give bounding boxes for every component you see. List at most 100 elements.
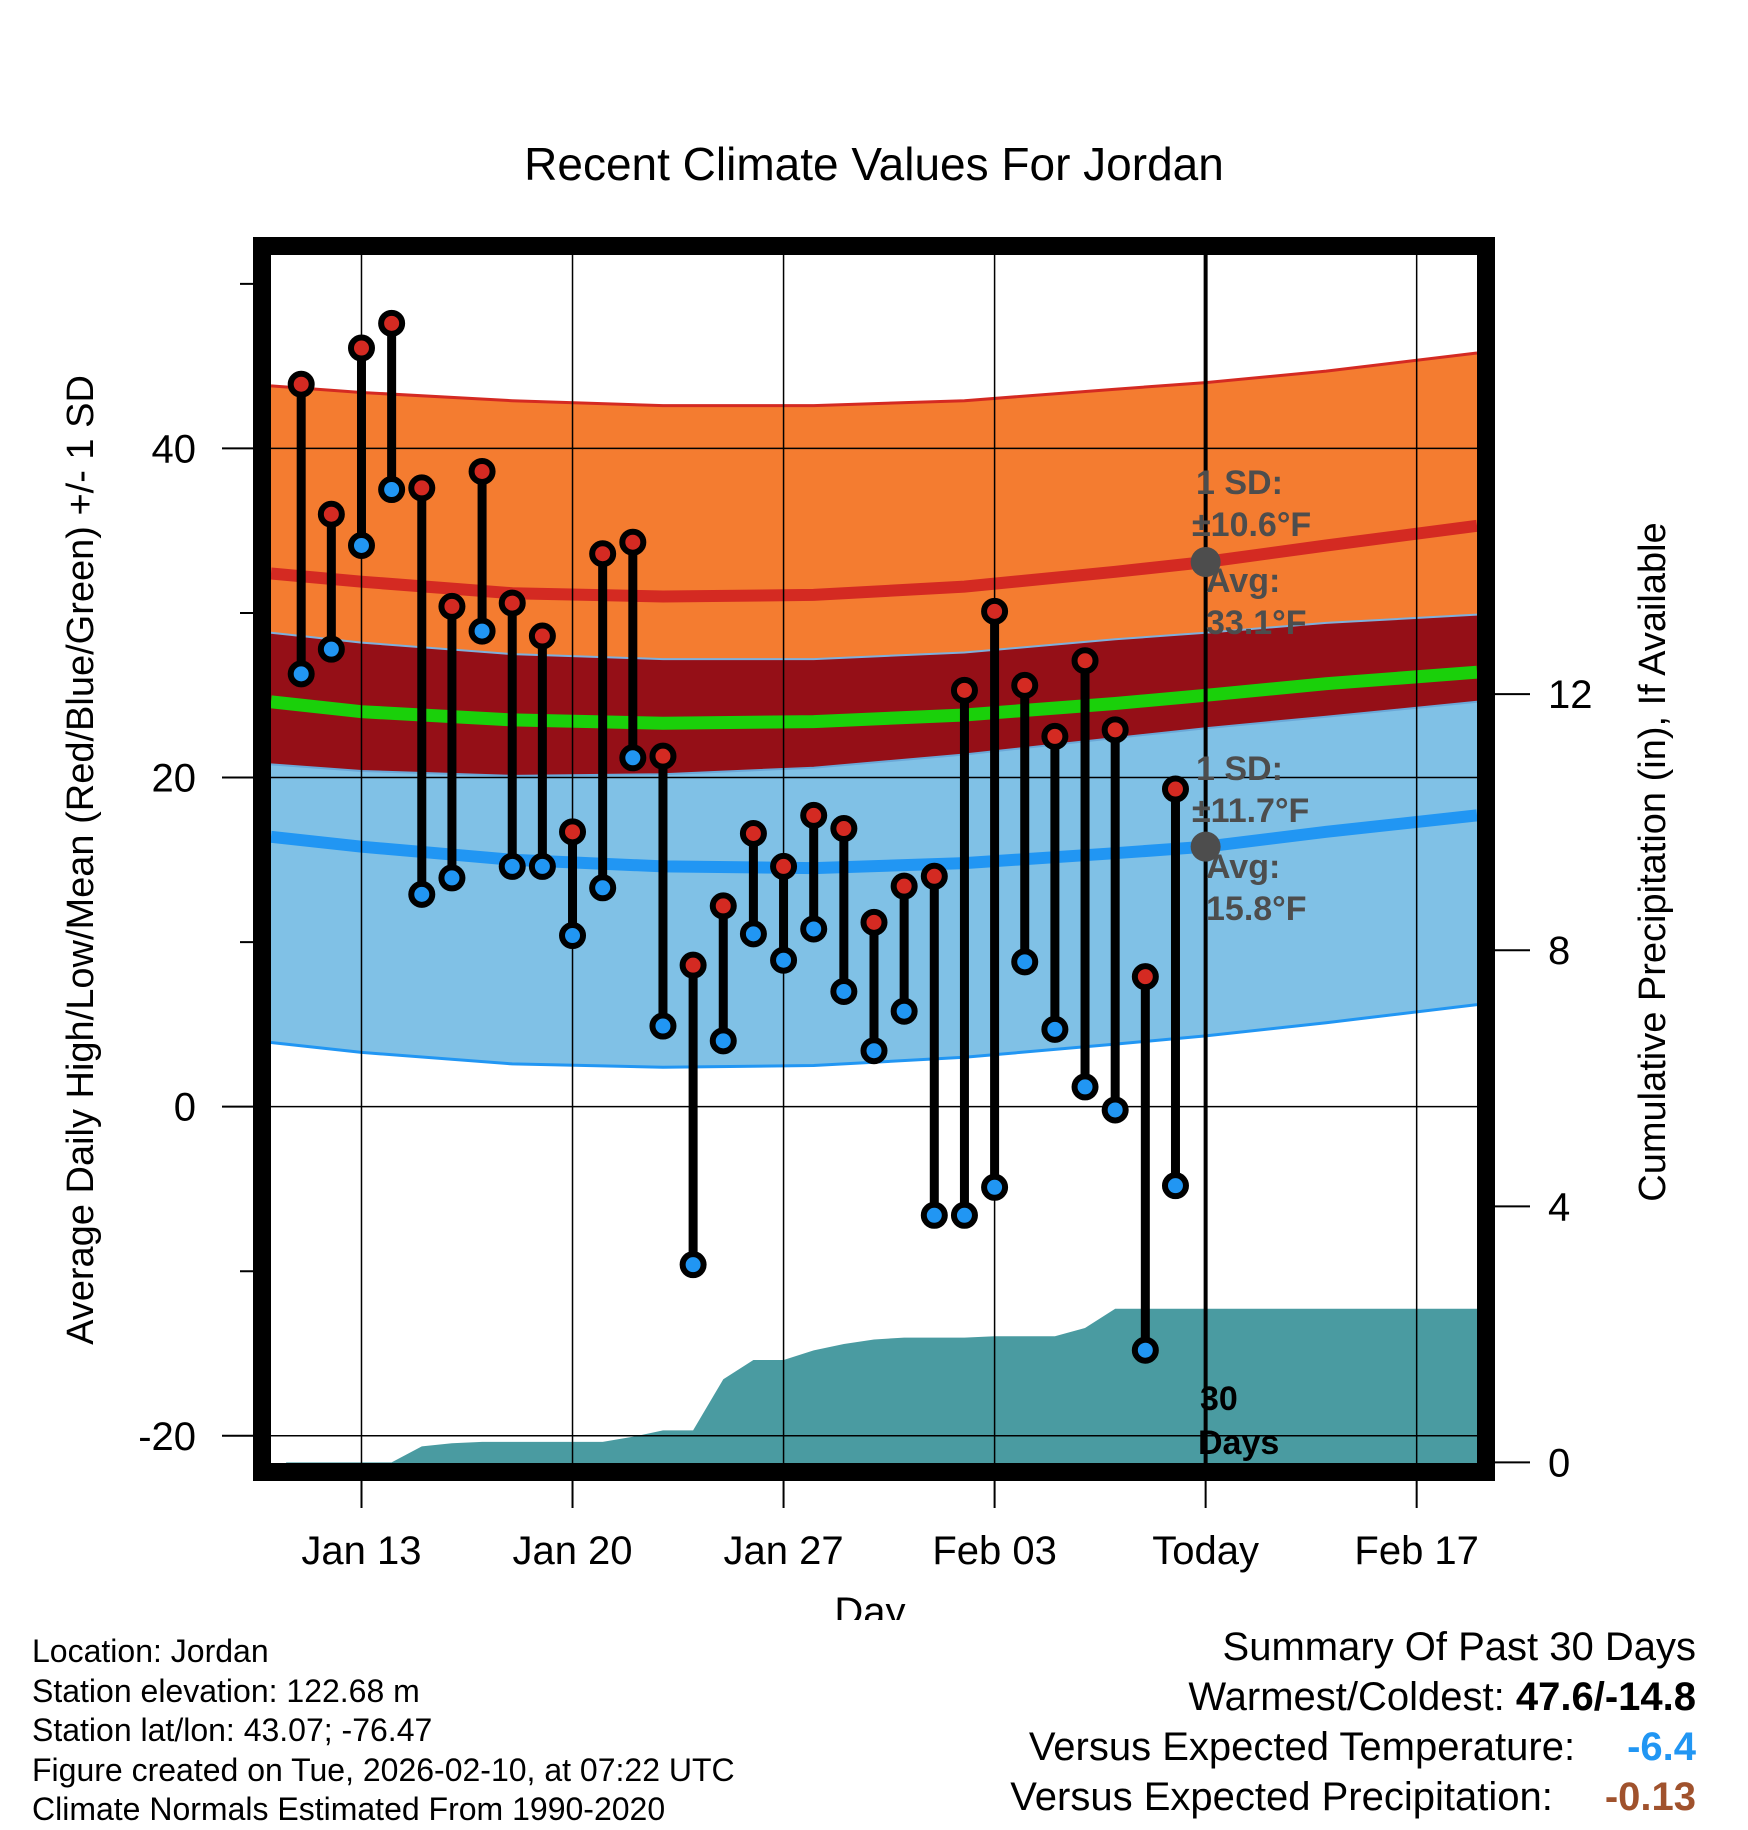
high-point [830,815,858,843]
low-point [438,864,466,892]
warm-cold-label: Warmest/Coldest: [1188,1675,1516,1719]
y-tick-label: 0 [174,1086,196,1130]
x-tick-label: Jan 27 [724,1529,844,1573]
low-upper-line [270,700,1478,777]
low-point [1161,1172,1189,1200]
high-point [317,500,345,528]
summary-panel: Summary Of Past 30 Days Warmest/Coldest:… [1010,1622,1696,1822]
left-axis: -20 0 20 40 [138,282,262,1459]
low-point [770,946,798,974]
x-tick-label: Today [1152,1529,1259,1573]
latlon-text: Station lat/lon: 43.07; -76.47 [32,1712,433,1748]
high-point [770,852,798,880]
low-avg-label: Avg: [1206,848,1280,886]
y-tick-label: 40 [152,427,197,471]
low-point [1071,1073,1099,1101]
high-avg-label: Avg: [1206,562,1280,600]
low-point [287,660,315,688]
x-tick-label: Feb 17 [1354,1529,1479,1573]
high-point [287,370,315,398]
low-point [830,977,858,1005]
low-mean-line [270,809,1478,875]
low-point [709,1027,737,1055]
y2-tick-label: 8 [1548,929,1570,973]
y-tick-label: -20 [138,1415,196,1459]
y2-axis-label: Cumulative Precipitation (in), If Availa… [1632,522,1674,1201]
warm-cold-value: 47.6/-14.8 [1515,1675,1696,1719]
low-point [649,1012,677,1040]
x-axis-label: Day [834,1590,905,1620]
low-point [739,920,767,948]
station-info: Location: Jordan Station elevation: 122.… [32,1632,735,1830]
precip-value: -0.13 [1604,1775,1696,1819]
high-point [378,309,406,337]
precipitation-area [286,1308,1486,1472]
daily-mean-line [270,665,1478,730]
high-point [528,622,556,650]
high-point [498,589,526,617]
low-point [559,922,587,950]
y-axis-label: Average Daily High/Low/Mean (Red/Blue/Gr… [60,375,102,1345]
normals-text: Climate Normals Estimated From 1990-2020 [32,1791,666,1827]
high-point [981,597,1009,625]
high-point [1161,775,1189,803]
high-point [1041,722,1069,750]
high-point [709,892,737,920]
low-sd-value: ±11.7°F [1192,792,1309,830]
low-point [498,852,526,880]
temp-value: -6.4 [1627,1725,1696,1769]
high-point [1101,716,1129,744]
temp-row: Versus Expected Temperature: -6.4 [1010,1722,1696,1772]
high-point [1071,647,1099,675]
days-count: 30 [1200,1380,1238,1418]
low-point [920,1201,948,1229]
high-point [438,592,466,620]
low-lower-line [270,1003,1478,1069]
precip-label: Versus Expected Precipitation: [1010,1775,1553,1819]
x-tick-label: Jan 20 [512,1529,632,1573]
high-point [890,872,918,900]
high-avg-value: 33.1°F [1206,604,1307,642]
high-point [1131,963,1159,991]
y2-tick-label: 0 [1548,1441,1570,1485]
low-point [950,1201,978,1229]
plot-frame [253,237,1495,1481]
low-point [408,880,436,908]
high-point [408,474,436,502]
high-point [468,457,496,485]
x-tick-label: Feb 03 [932,1529,1057,1573]
low-point [890,997,918,1025]
high-point [739,819,767,847]
climate-chart: Recent Climate Values For Jordan 1 SD: ±… [60,138,1674,1620]
low-point [800,915,828,943]
low-avg-marker [1190,831,1221,862]
high-point [800,801,828,829]
x-tick-label: Jan 13 [301,1529,421,1573]
warm-cold-row: Warmest/Coldest: 47.6/-14.8 [1010,1672,1696,1722]
elevation-text: Station elevation: 122.68 m [32,1672,420,1709]
summary-title: Summary Of Past 30 Days [1222,1625,1696,1669]
low-point [528,852,556,880]
y-tick-label: 20 [152,757,197,801]
low-point [981,1173,1009,1201]
low-point [1131,1336,1159,1364]
high-point [1011,671,1039,699]
high-point [589,540,617,568]
created-text: Figure created on Tue, 2026-02-10, at 07… [32,1751,735,1788]
low-point [1041,1015,1069,1043]
low-avg-value: 15.8°F [1206,890,1307,928]
low-point [679,1251,707,1279]
right-axis: 0 4 8 12 [1486,673,1593,1485]
precip-row: Versus Expected Precipitation: -0.13 [1010,1772,1696,1822]
high-avg-marker [1190,546,1221,577]
location-text: Location: Jordan [32,1633,269,1669]
high-point [559,818,587,846]
daily-markers [287,309,1189,1364]
chart-title: Recent Climate Values For Jordan [524,138,1224,190]
high-point [920,862,948,890]
y2-tick-label: 12 [1548,673,1593,717]
low-point [347,532,375,560]
high-lower-line [270,613,1478,661]
low-point [589,874,617,902]
high-point [619,528,647,556]
